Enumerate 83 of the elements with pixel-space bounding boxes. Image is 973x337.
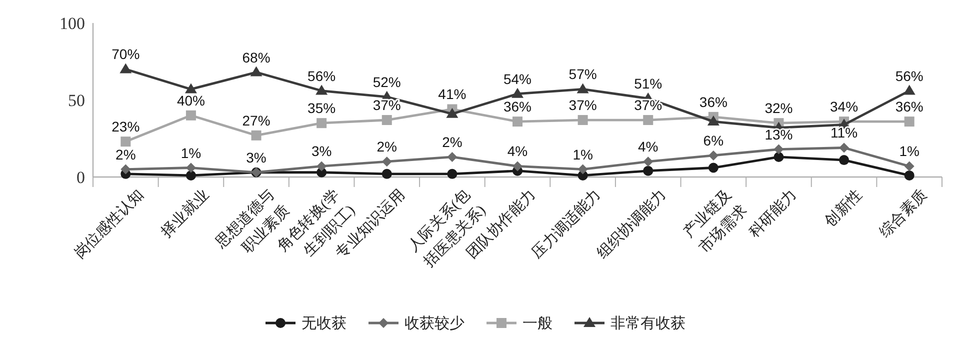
- y-tick-label: 0: [76, 168, 85, 187]
- point: [120, 164, 131, 174]
- data-label: 3%: [311, 143, 332, 160]
- data-label: 68%: [242, 49, 270, 66]
- data-label: 56%: [308, 68, 336, 84]
- point: [316, 161, 327, 172]
- data-label: 37%: [372, 97, 401, 114]
- point: [708, 162, 718, 173]
- legend-label: 无收获: [302, 315, 346, 332]
- point: [708, 150, 718, 160]
- point: [707, 116, 720, 126]
- point: [904, 170, 914, 180]
- point: [774, 152, 784, 162]
- point: [382, 168, 392, 179]
- y-tick-label: 100: [60, 14, 85, 33]
- data-label: 41%: [438, 86, 466, 102]
- x-tick-label: 综合素质: [876, 186, 931, 241]
- point: [250, 66, 262, 76]
- data-label: 11%: [830, 124, 858, 141]
- point: [512, 116, 522, 127]
- data-label: 23%: [112, 118, 140, 135]
- data-label: 2%: [376, 138, 397, 155]
- point: [186, 162, 196, 173]
- point: [186, 110, 196, 120]
- point: [774, 144, 784, 154]
- point: [184, 83, 197, 94]
- data-label: 2%: [116, 146, 136, 162]
- data-label: 13%: [764, 126, 793, 142]
- x-tick-label: 岗位感性认知: [71, 186, 147, 262]
- point: [120, 136, 131, 147]
- data-label: 52%: [372, 74, 401, 90]
- data-label: 40%: [176, 92, 205, 108]
- point: [904, 116, 914, 127]
- x-tick-label: 科研能力: [746, 186, 800, 241]
- point: [447, 168, 458, 179]
- point: [839, 155, 850, 166]
- data-label: 56%: [895, 68, 924, 84]
- data-label: 1%: [572, 146, 593, 162]
- data-label: 34%: [830, 98, 858, 115]
- data-label: 4%: [638, 138, 658, 155]
- data-label: 37%: [568, 97, 597, 114]
- data-label: 36%: [503, 98, 532, 115]
- data-label: 36%: [895, 98, 924, 115]
- point: [316, 118, 327, 128]
- point: [251, 130, 262, 140]
- data-label: 36%: [699, 94, 728, 110]
- legend-label: 一般: [522, 316, 552, 332]
- data-label: 4%: [507, 143, 528, 160]
- x-tick-label: 择业就业: [158, 186, 212, 241]
- point: [643, 115, 654, 126]
- y-tick-label: 50: [68, 91, 85, 110]
- point: [643, 166, 654, 176]
- point: [382, 156, 392, 167]
- legend-label: 收获较少: [404, 315, 464, 332]
- data-label: 1%: [180, 144, 202, 161]
- data-label: 70%: [112, 46, 140, 62]
- data-label: 35%: [308, 100, 336, 116]
- data-label: 1%: [899, 143, 920, 160]
- point: [447, 152, 458, 162]
- data-label: 51%: [634, 75, 662, 92]
- x-tick-label: 创新性: [822, 186, 866, 230]
- data-label: 2%: [442, 134, 462, 150]
- point: [316, 84, 328, 95]
- legend-label: 非常有收获: [610, 315, 686, 332]
- point: [120, 63, 132, 74]
- point: [578, 115, 588, 126]
- data-label: 27%: [242, 112, 270, 128]
- point: [578, 164, 588, 174]
- data-label: 6%: [703, 132, 724, 148]
- point: [576, 83, 589, 94]
- point: [643, 156, 654, 167]
- point: [446, 108, 458, 118]
- data-label: 32%: [764, 100, 793, 116]
- data-label: 3%: [246, 149, 266, 166]
- point: [903, 84, 916, 95]
- point: [382, 115, 392, 126]
- data-label: 57%: [568, 66, 597, 82]
- point: [839, 142, 850, 153]
- point: [186, 170, 196, 180]
- point: [904, 161, 914, 172]
- point: [512, 88, 524, 98]
- data-label: 54%: [503, 70, 532, 87]
- point: [512, 161, 522, 172]
